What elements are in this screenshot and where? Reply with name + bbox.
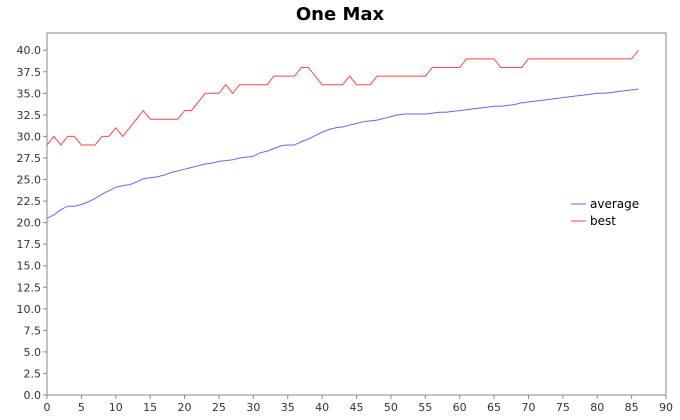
series-layer: [46, 49, 639, 219]
x-tick-label: 55: [418, 401, 432, 414]
x-tick-label: 15: [143, 401, 157, 414]
x-tick-label: 45: [350, 401, 364, 414]
x-tick-label: 85: [625, 401, 639, 414]
y-tick-label: 40.0: [17, 44, 42, 57]
x-tick-label: 25: [212, 401, 226, 414]
x-axis: 0 5 10 15 20 25 30 35 40 45 50 55 60 65 70 75 80 85 90: [44, 395, 673, 414]
y-tick-label: 12.5: [17, 281, 42, 294]
y-axis: 0.0 2.5 5.0 7.5 10.0 12.5 15.0 17.5 20.0 22.5 25.0…: [17, 44, 47, 402]
y-tick-label: 0.0: [24, 389, 42, 402]
x-tick-label: 60: [453, 401, 467, 414]
y-tick-label: 32.5: [17, 109, 42, 122]
legend: average best: [571, 197, 639, 228]
x-tick-label: 35: [281, 401, 295, 414]
x-tick-label: 50: [384, 401, 398, 414]
x-tick-label: 70: [521, 401, 535, 414]
x-tick-label: 10: [109, 401, 123, 414]
y-tick-label: 10.0: [17, 303, 42, 316]
legend-label-average: average: [590, 197, 639, 211]
x-tick-label: 90: [659, 401, 673, 414]
y-tick-label: 35.0: [17, 87, 42, 100]
x-tick-label: 65: [487, 401, 501, 414]
x-tick-label: 0: [44, 401, 51, 414]
x-tick-label: 40: [315, 401, 329, 414]
x-tick-label: 5: [78, 401, 85, 414]
legend-label-best: best: [590, 214, 616, 228]
y-tick-label: 25.0: [17, 174, 42, 187]
y-tick-label: 15.0: [17, 260, 42, 273]
series-line-average: [46, 88, 639, 219]
y-tick-label: 27.5: [17, 152, 42, 165]
chart-title: One Max: [296, 4, 385, 25]
plot-area: [46, 32, 667, 396]
x-tick-label: 75: [556, 401, 570, 414]
y-tick-label: 17.5: [17, 238, 42, 251]
y-tick-label: 37.5: [17, 66, 42, 79]
y-tick-label: 7.5: [24, 324, 42, 337]
y-tick-label: 5.0: [24, 346, 42, 359]
y-tick-label: 2.5: [24, 367, 42, 380]
y-tick-label: 20.0: [17, 217, 42, 230]
x-tick-label: 20: [178, 401, 192, 414]
series-line-best: [46, 49, 639, 146]
x-tick-label: 30: [246, 401, 260, 414]
y-tick-label: 22.5: [17, 195, 42, 208]
y-tick-label: 30.0: [17, 130, 42, 143]
x-tick-label: 80: [590, 401, 604, 414]
